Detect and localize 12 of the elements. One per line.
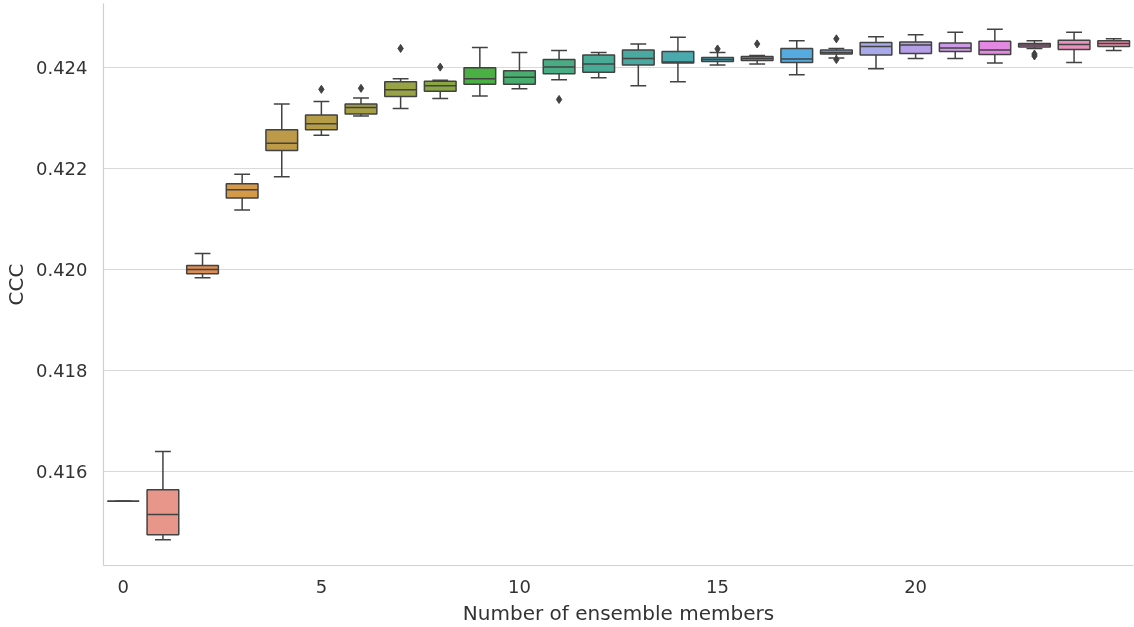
x-tick-label: 15 <box>706 575 729 597</box>
y-tick-label: 0.418 <box>35 360 88 382</box>
x-axis-title: Number of ensemble members <box>462 600 775 625</box>
y-axis-title: CCC <box>3 263 28 306</box>
y-tick-label: 0.416 <box>35 461 88 483</box>
x-tick-label: 20 <box>904 575 928 597</box>
x-tick-label: 5 <box>315 575 328 597</box>
x-tick-label: 0 <box>117 575 130 597</box>
y-tick-label: 0.420 <box>35 259 88 281</box>
y-tick-label: 0.422 <box>35 158 88 180</box>
x-tick-label: 10 <box>508 575 531 597</box>
y-tick-label: 0.424 <box>35 57 88 79</box>
